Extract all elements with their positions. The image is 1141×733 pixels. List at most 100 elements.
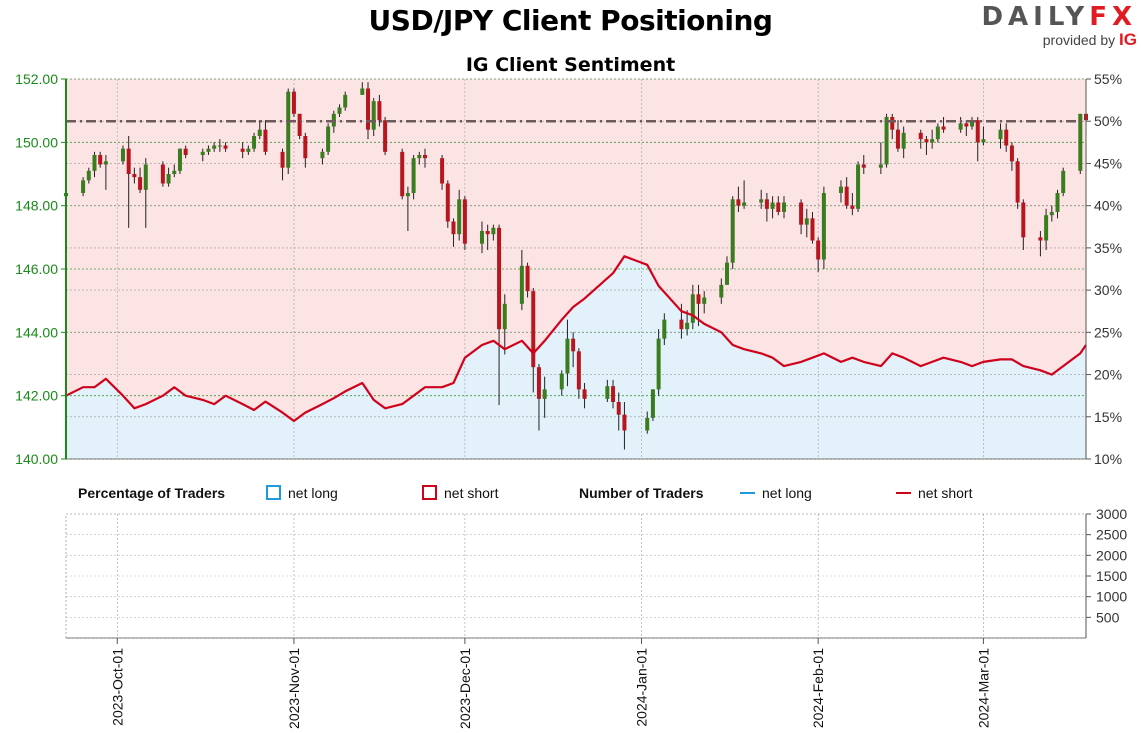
candle-body — [92, 155, 97, 171]
candle — [103, 155, 108, 190]
candle-body — [422, 155, 427, 159]
candle — [417, 151, 422, 165]
candle — [212, 142, 217, 152]
candle — [878, 142, 883, 174]
candle-body — [138, 177, 143, 190]
candle-body — [730, 199, 735, 263]
candle-body — [303, 136, 308, 159]
candle — [1015, 158, 1020, 209]
candle-body — [759, 199, 764, 203]
candle — [895, 120, 900, 152]
candle — [536, 364, 541, 431]
candle — [166, 167, 171, 187]
candle-body — [1038, 237, 1043, 241]
legend-pct-short: net short — [444, 485, 499, 501]
candle — [542, 376, 547, 418]
candle — [126, 136, 131, 228]
candle-body — [918, 132, 923, 140]
candle-body — [252, 136, 257, 149]
candlesticks — [64, 82, 1088, 450]
candle — [280, 148, 285, 181]
candle-body — [212, 145, 217, 149]
candle — [240, 142, 245, 159]
candle-body — [383, 120, 388, 152]
candle — [776, 196, 781, 216]
legend-num-label: Number of Traders — [579, 485, 704, 501]
date-tick-label: 2023-Oct-01 — [109, 648, 125, 726]
candle-body — [616, 402, 621, 415]
sub-tick-label: 3000 — [1096, 506, 1127, 522]
candle — [422, 148, 427, 168]
candle — [1078, 113, 1083, 174]
logo-brand-left: DAILY — [981, 2, 1090, 32]
candle-body — [719, 284, 724, 298]
candle-body — [531, 291, 536, 368]
left-tick-label: 144.00 — [15, 324, 58, 340]
candle-body — [246, 148, 251, 152]
candle-body — [485, 231, 490, 235]
legend-num-short: net short — [918, 485, 973, 501]
candle-body — [479, 231, 484, 244]
candle-body — [497, 227, 502, 330]
candle-body — [1004, 129, 1009, 146]
logo-ig: IG — [1119, 30, 1137, 49]
candle — [719, 278, 724, 304]
sub-tick-label: 1000 — [1096, 589, 1127, 605]
candle-body — [776, 202, 781, 212]
candle — [377, 94, 382, 127]
candle-body — [1015, 161, 1020, 203]
candle — [998, 123, 1003, 149]
candle-body — [975, 120, 980, 143]
sub-tick-label: 1500 — [1096, 568, 1127, 584]
candle-body — [103, 161, 108, 165]
candle-body — [742, 202, 747, 206]
dailyfx-logo: DAILYFX provided by IG — [981, 2, 1137, 50]
legend-pct-long-swatch — [266, 485, 281, 500]
candle-body — [736, 199, 741, 206]
candle — [98, 151, 103, 168]
candle — [838, 180, 843, 203]
candle — [160, 161, 165, 187]
date-tick-label: 2023-Dec-01 — [457, 648, 473, 729]
candle — [120, 145, 125, 165]
candle — [804, 208, 809, 238]
candle-body — [240, 148, 245, 152]
candle-body — [326, 126, 331, 152]
candle — [662, 313, 667, 345]
candle — [405, 186, 410, 231]
candle — [571, 332, 576, 368]
right-tick-label: 35% — [1094, 240, 1122, 256]
candle-body — [519, 265, 524, 304]
right-tick-label: 50% — [1094, 113, 1122, 129]
candle-body — [525, 265, 530, 292]
candle — [445, 180, 450, 228]
candle — [177, 148, 182, 174]
candle-body — [1061, 170, 1066, 193]
right-tick-label: 20% — [1094, 367, 1122, 383]
candle — [491, 224, 496, 241]
candle — [371, 98, 376, 136]
net-long-area — [66, 256, 1086, 459]
right-tick-label: 55% — [1094, 71, 1122, 87]
candle — [816, 237, 821, 273]
candle-body — [405, 193, 410, 197]
candle — [343, 91, 348, 111]
candle — [964, 120, 969, 136]
candle — [770, 196, 775, 219]
candle — [257, 120, 262, 140]
candle-body — [1049, 212, 1054, 216]
candle-body — [120, 148, 125, 162]
candle-body — [291, 91, 296, 114]
candle — [223, 142, 228, 152]
candle — [143, 158, 148, 228]
candle-body — [901, 132, 906, 149]
candle-body — [297, 113, 302, 136]
candle — [645, 411, 650, 434]
candle — [1004, 123, 1009, 152]
candle — [850, 193, 855, 216]
candle — [1021, 199, 1026, 250]
candle — [383, 117, 388, 155]
chart-subtitle: IG Client Sentiment — [465, 54, 676, 76]
candle-body — [502, 303, 507, 330]
candle-body — [725, 262, 730, 285]
